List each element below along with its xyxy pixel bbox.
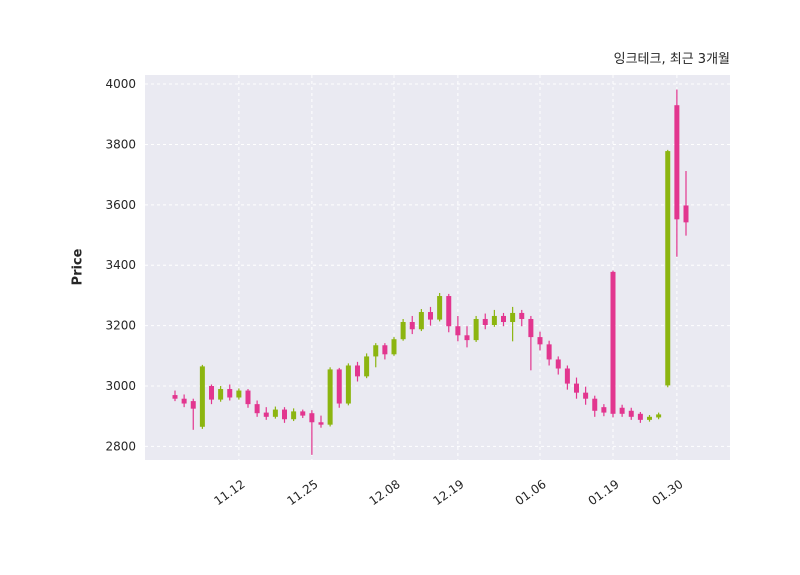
candle-body — [336, 369, 342, 404]
candle-body — [209, 386, 214, 400]
candle-body — [473, 318, 479, 341]
candle-body — [665, 151, 671, 386]
x-tick-label: 11.25 — [284, 477, 320, 508]
candle-body — [345, 365, 351, 404]
candle-body — [282, 409, 287, 420]
candle-body — [364, 356, 370, 377]
candle-body — [172, 395, 178, 399]
candle-body — [437, 296, 443, 320]
candle-body — [428, 312, 433, 320]
candle-body — [382, 345, 388, 355]
candle-body — [656, 414, 662, 418]
candle-body — [583, 392, 589, 399]
candle-body — [564, 368, 570, 384]
x-tick-label: 01.06 — [513, 477, 549, 508]
candle-body — [400, 322, 406, 340]
candle-body — [254, 404, 260, 414]
x-tick-label: 01.19 — [586, 477, 622, 508]
candle-body — [218, 389, 224, 400]
candle-body — [546, 344, 552, 360]
y-tick-label: 3200 — [105, 319, 136, 333]
y-tick-label: 3000 — [105, 379, 136, 393]
candle-body — [190, 401, 196, 409]
candle-body — [555, 359, 561, 369]
y-tick-label: 3800 — [105, 137, 136, 151]
candle-body — [272, 409, 278, 417]
y-tick-label: 3400 — [105, 258, 136, 272]
candle-body — [464, 335, 470, 341]
y-tick-label: 4000 — [105, 77, 136, 91]
candle-body — [501, 315, 506, 323]
candle-body — [409, 322, 415, 330]
x-tick-label: 12.08 — [367, 477, 403, 508]
plot-background — [145, 75, 730, 460]
candle-body — [510, 312, 516, 323]
candle-body — [628, 410, 634, 417]
candle-body — [181, 398, 187, 404]
candle-body — [647, 416, 652, 420]
candle-body — [683, 205, 689, 223]
candle-body — [491, 315, 497, 326]
candle-body — [574, 383, 579, 393]
candle-body — [418, 312, 424, 330]
candle-body — [291, 411, 297, 420]
candle-body — [327, 369, 333, 425]
candle-body — [482, 318, 488, 326]
candle-body — [309, 413, 315, 423]
candle-body — [637, 413, 643, 420]
candle-body — [592, 398, 598, 411]
candle-body — [446, 296, 452, 327]
candle-body — [318, 422, 324, 425]
candle-body — [674, 105, 680, 220]
x-tick-label: 11.12 — [211, 477, 247, 508]
candle-body — [227, 389, 233, 398]
candle-body — [355, 365, 360, 377]
candle-body — [455, 326, 461, 336]
candle-body — [391, 339, 397, 355]
candle-body — [300, 411, 306, 416]
candle-body — [519, 312, 525, 319]
candle-body — [245, 390, 251, 405]
candle-body — [619, 407, 625, 414]
candle-body — [610, 271, 616, 414]
candle-body — [528, 318, 534, 338]
candle-body — [601, 407, 607, 413]
candle-body — [236, 390, 242, 398]
candle-body — [537, 337, 543, 345]
candle-body — [199, 366, 205, 427]
y-tick-label: 3600 — [105, 198, 136, 212]
x-tick-label: 01.30 — [649, 477, 685, 508]
chart-title: 잉크테크, 최근 3개월 — [613, 52, 730, 67]
candle-body — [373, 345, 379, 357]
y-tick-label: 2800 — [105, 439, 136, 453]
candle-body — [263, 412, 269, 417]
x-tick-label: 12.19 — [430, 477, 466, 508]
